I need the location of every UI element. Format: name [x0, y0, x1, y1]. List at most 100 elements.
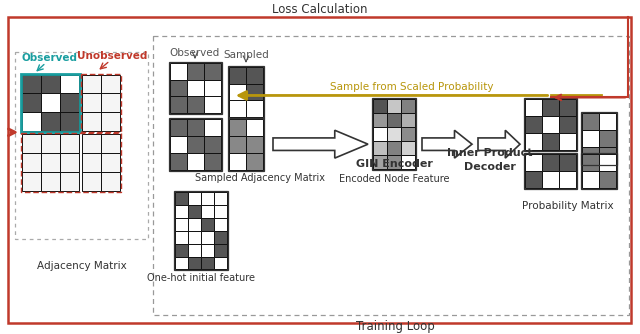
Bar [387, 113, 401, 127]
Bar [599, 147, 616, 164]
Bar [188, 205, 201, 218]
Bar [387, 127, 401, 141]
Bar [175, 257, 188, 270]
Text: Sampled Adjacency Matrix: Sampled Adjacency Matrix [195, 173, 325, 183]
Bar [187, 63, 204, 79]
Bar [229, 119, 246, 136]
Bar [22, 134, 41, 153]
Bar [60, 134, 79, 153]
Bar [15, 52, 148, 239]
Text: Adjacency Matrix: Adjacency Matrix [37, 262, 127, 272]
Bar [214, 231, 227, 243]
Bar [401, 141, 415, 155]
Polygon shape [273, 130, 368, 158]
Bar [246, 153, 263, 170]
Bar [214, 218, 227, 231]
Bar [82, 112, 101, 131]
Bar [401, 155, 415, 169]
Bar [201, 257, 214, 270]
Bar [101, 134, 120, 153]
Bar [22, 74, 41, 94]
Bar [60, 112, 79, 131]
Bar [559, 116, 576, 133]
Bar [174, 191, 228, 271]
Bar [582, 130, 599, 147]
Bar [81, 73, 121, 132]
Bar [101, 94, 120, 112]
Bar [214, 192, 227, 205]
Bar [187, 153, 204, 170]
Bar [373, 141, 387, 155]
Bar [599, 154, 616, 171]
Text: Observed: Observed [170, 48, 220, 58]
Bar [542, 171, 559, 188]
Bar [82, 134, 101, 153]
Bar [82, 153, 101, 172]
Bar [559, 100, 576, 116]
Bar [201, 218, 214, 231]
Bar [542, 100, 559, 116]
Bar [582, 154, 599, 171]
Bar [214, 243, 227, 257]
Bar [582, 113, 599, 130]
Bar [169, 118, 222, 171]
Bar [187, 79, 204, 97]
Bar [41, 94, 60, 112]
Text: Inner Product
Decoder: Inner Product Decoder [447, 149, 532, 172]
Bar [22, 172, 41, 191]
Text: Unobserved: Unobserved [77, 51, 147, 61]
Bar [204, 79, 221, 97]
Bar [542, 154, 559, 171]
Bar [21, 73, 80, 132]
Bar [188, 192, 201, 205]
Text: Observed: Observed [22, 53, 78, 63]
Bar [82, 172, 101, 191]
Bar [60, 74, 79, 94]
Bar [373, 100, 387, 113]
Bar [201, 243, 214, 257]
Bar [169, 62, 222, 114]
Bar [170, 79, 187, 97]
Bar [101, 153, 120, 172]
Text: Probability Matrix: Probability Matrix [522, 201, 613, 211]
Bar [204, 153, 221, 170]
Bar [41, 112, 60, 131]
Bar [170, 97, 187, 113]
Bar [170, 119, 187, 136]
Polygon shape [478, 130, 520, 158]
Bar [188, 257, 201, 270]
Bar [101, 172, 120, 191]
Bar [170, 63, 187, 79]
Bar [229, 66, 246, 84]
Bar [228, 65, 264, 118]
Bar [170, 136, 187, 153]
Bar [229, 153, 246, 170]
Bar [175, 243, 188, 257]
Polygon shape [422, 130, 472, 158]
Bar [175, 205, 188, 218]
Bar [525, 133, 542, 150]
Bar [175, 192, 188, 205]
Bar [599, 113, 616, 130]
Bar [187, 119, 204, 136]
Bar [22, 94, 41, 112]
Bar [559, 133, 576, 150]
Bar [229, 84, 246, 101]
Bar [387, 155, 401, 169]
Bar [188, 243, 201, 257]
Bar [582, 147, 599, 164]
Bar [581, 112, 617, 165]
Bar [373, 127, 387, 141]
Bar [373, 155, 387, 169]
Bar [214, 205, 227, 218]
Bar [559, 154, 576, 171]
Bar [599, 171, 616, 188]
Bar [525, 171, 542, 188]
Bar [524, 153, 577, 189]
Bar [204, 119, 221, 136]
Bar [525, 154, 542, 171]
Bar [187, 97, 204, 113]
Bar [581, 153, 617, 189]
Bar [41, 134, 60, 153]
Bar [201, 205, 214, 218]
